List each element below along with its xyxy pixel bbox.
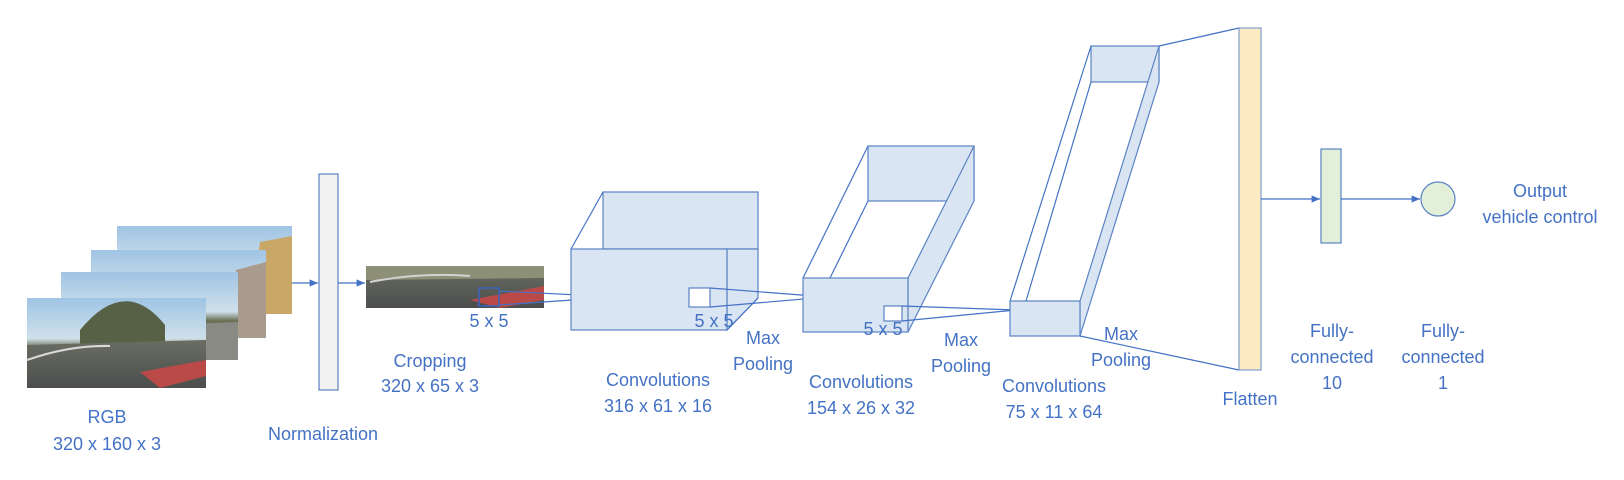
flatten-layer [1238,27,1262,371]
conv3-volume [1009,45,1160,337]
maxpool3-max-label: Max [1104,324,1138,344]
fc1-fully-label: Fully- [1421,321,1465,341]
fc1-connected-label: connected [1401,347,1484,367]
conv1-label: Convolutions [606,370,710,390]
conv2-volume [802,145,975,333]
flatten-label: Flatten [1222,389,1277,409]
kernel-label-2: 5 x 5 [694,311,733,331]
rgb-frame-1 [26,298,206,388]
conv2-dims-label: 154 x 26 x 32 [807,398,915,418]
kernel-label-1: 5 x 5 [469,311,508,331]
conv3-label: Convolutions [1002,376,1106,396]
output-label: Output [1513,181,1567,201]
conv1-kernel-square [688,287,711,308]
fc1-size-label: 1 [1438,373,1448,393]
cropping-dims-label: 320 x 65 x 3 [381,376,479,396]
maxpool2-pooling-label: Pooling [931,356,991,376]
maxpool2-max-label: Max [944,330,978,350]
kernel-highlight [478,287,500,307]
kernel-line-3b [901,309,1017,322]
fc10-connected-label: connected [1290,347,1373,367]
rgb-label: RGB [87,407,126,427]
fc10-size-label: 10 [1322,373,1342,393]
maxpool1-pooling-label: Pooling [733,354,793,374]
cropping-label: Cropping [393,351,466,371]
fc10-layer [1320,148,1342,244]
output-node [1420,181,1456,217]
flatten-fan-bottom [1079,335,1240,371]
normalization-label: Normalization [268,424,378,444]
conv2-kernel-square [883,305,903,322]
normalization-layer [318,173,339,391]
kernel-label-3: 5 x 5 [863,319,902,339]
conv2-label: Convolutions [809,372,913,392]
flatten-fan-top [1158,27,1240,47]
conv1-volume [570,191,759,332]
rgb-image-stack [26,226,292,388]
output-sub-label: vehicle control [1482,207,1597,227]
conv3-dims-label: 75 x 11 x 64 [1006,402,1103,422]
fc10-fully-label: Fully- [1310,321,1354,341]
rgb-dims-label: 320 x 160 x 3 [53,434,161,454]
maxpool1-max-label: Max [746,328,780,348]
kernel-line-3a [901,305,1017,311]
maxpool3-pooling-label: Pooling [1091,350,1151,370]
conv1-dims-label: 316 x 61 x 16 [604,396,712,416]
cropped-image [366,266,544,308]
